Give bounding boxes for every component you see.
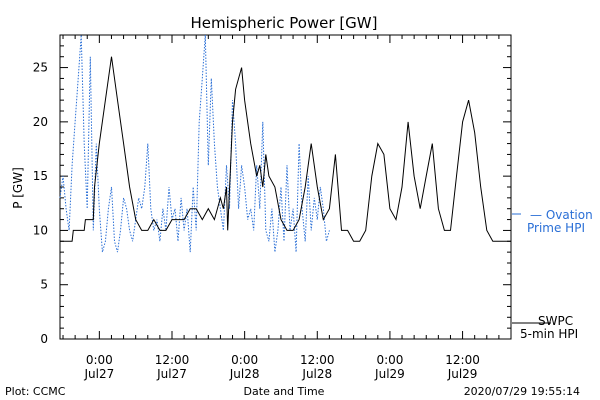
plot-area-frame xyxy=(59,34,512,340)
legend-ovation-line2: Prime HPI xyxy=(527,221,585,235)
y-tick-label: 10 xyxy=(33,223,48,237)
x-tick-label-date: Jul27 xyxy=(156,367,187,381)
y-tick-label: 0 xyxy=(40,332,48,346)
legend-swpc-line2: 5-min HPI xyxy=(520,327,578,341)
x-tick-label-date: Jul28 xyxy=(229,367,260,381)
chart-legend: — Ovation Prime HPI SWPC 5-min HPI xyxy=(512,208,593,341)
series-line-ovation xyxy=(59,34,330,253)
y-axis-ticks: 0 5 10 15 20 25 xyxy=(33,34,511,346)
legend-ovation-line1: — Ovation xyxy=(530,208,593,222)
x-tick-label-time: 12:00 xyxy=(300,353,335,367)
plot-credit: Plot: CCMC xyxy=(5,385,66,398)
x-tick-label-date: Jul28 xyxy=(301,367,332,381)
x-axis-ticks: 0:00Jul2712:00Jul270:00Jul2812:00Jul280:… xyxy=(62,35,500,381)
series-line-swpc xyxy=(60,56,511,242)
x-tick-label-time: 0:00 xyxy=(231,353,258,367)
x-tick-label-date: Jul29 xyxy=(447,367,478,381)
x-tick-label-time: 0:00 xyxy=(86,353,113,367)
y-tick-label: 15 xyxy=(33,169,48,183)
x-tick-label-date: Jul27 xyxy=(83,367,114,381)
chart-title: Hemispheric Power [GW] xyxy=(191,14,378,32)
x-tick-label-time: 12:00 xyxy=(445,353,480,367)
y-tick-label: 5 xyxy=(40,278,48,292)
x-tick-label-time: 0:00 xyxy=(376,353,403,367)
series-layer xyxy=(59,34,511,253)
x-tick-label-date: Jul29 xyxy=(374,367,405,381)
y-tick-label: 25 xyxy=(33,61,48,75)
y-axis-label: P [GW] xyxy=(11,167,25,209)
x-tick-label-time: 12:00 xyxy=(155,353,190,367)
y-tick-label: 20 xyxy=(33,115,48,129)
legend-swpc-line1: SWPC xyxy=(538,314,573,328)
plot-timestamp: 2020/07/29 19:55:14 xyxy=(464,385,580,398)
x-axis-label: Date and Time xyxy=(244,385,325,398)
